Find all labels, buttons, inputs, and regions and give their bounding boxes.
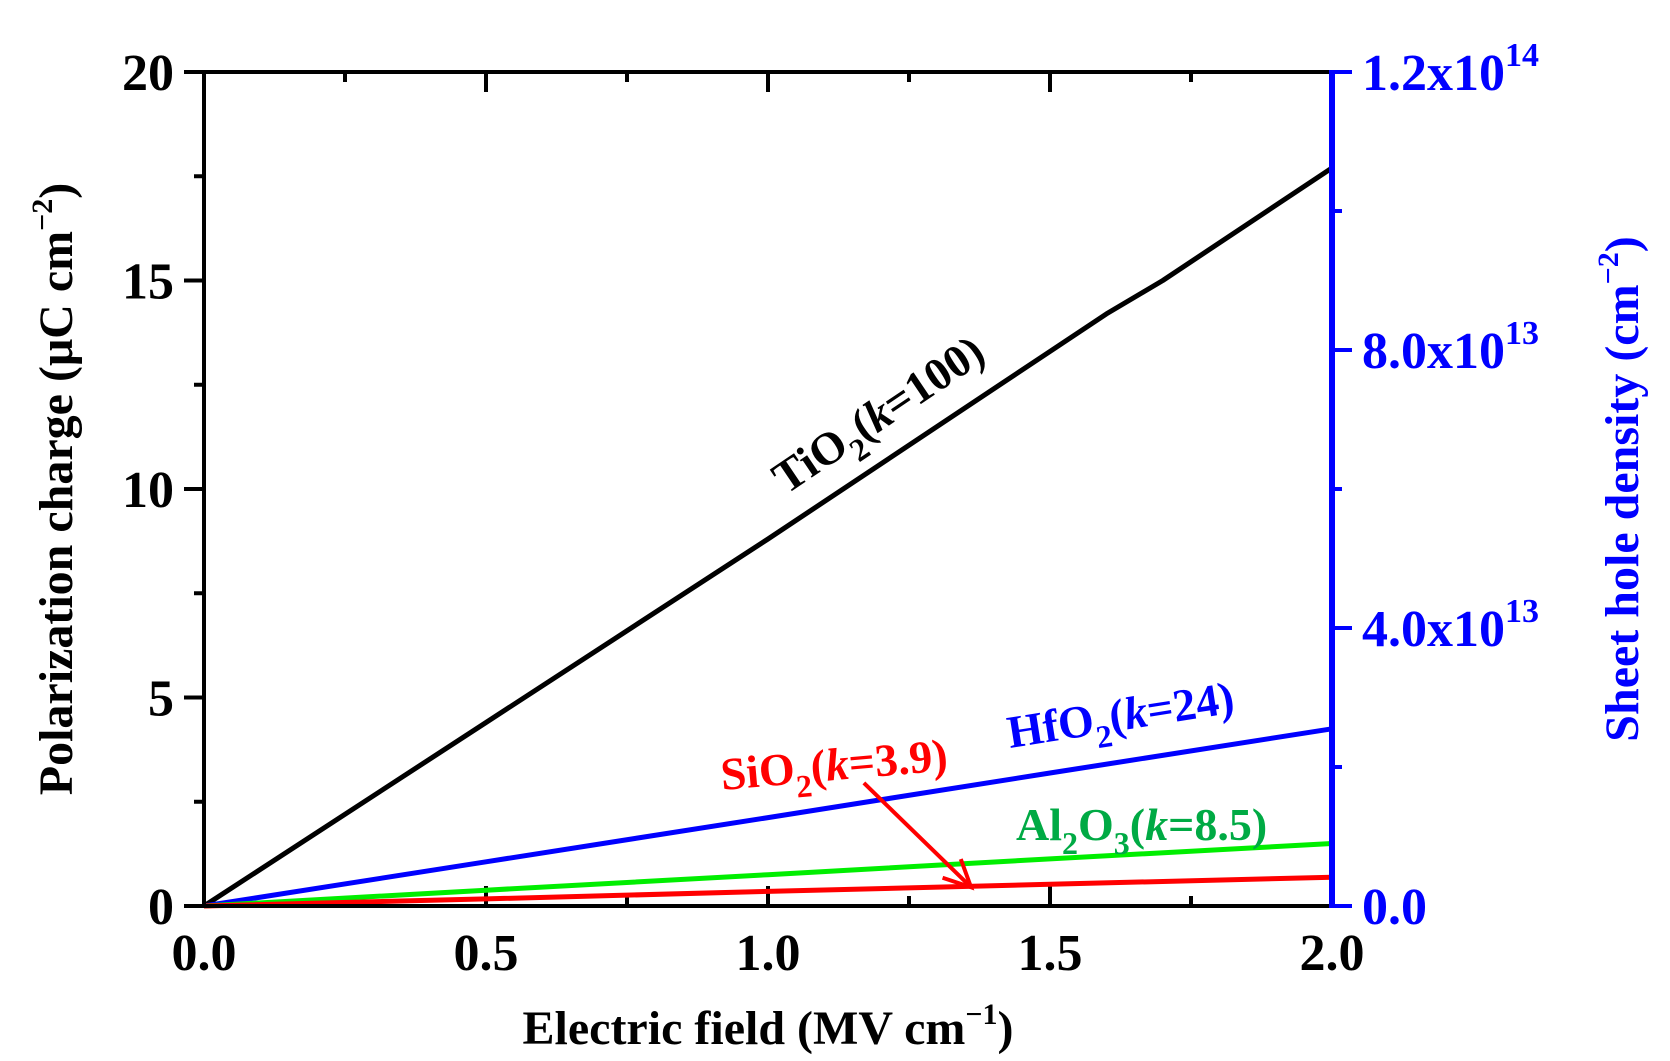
annotation-arrow-head [941, 858, 975, 891]
series-line-al2o3-k-8-5 [203, 841, 1333, 909]
left-y-tick-label: 5 [148, 671, 174, 728]
series-lines [202, 165, 1334, 909]
tick-exponent: 13 [1505, 593, 1539, 630]
x-axis-title: Electric field (MV cm−1) [522, 998, 1013, 1055]
right-y-tick-label: 1.2x1014 [1362, 37, 1539, 102]
left-y-tick-label: 15 [122, 254, 174, 311]
x-tick-label: 2.0 [1300, 925, 1365, 982]
series-label-sio2-k-3-9: SiO2(k=3.9) [718, 729, 950, 811]
right-y-tick-label: 0.0 [1362, 879, 1427, 936]
x-tick-label: 0.0 [172, 925, 237, 982]
x-tick-label: 1.5 [1018, 925, 1083, 982]
left-y-tick-label: 0 [148, 879, 174, 936]
annotation-arrow-group [862, 781, 975, 891]
series-label-hfo2-k-24: HfO2(k=24) [1004, 672, 1240, 769]
right-y-tick-label: 4.0x1013 [1362, 593, 1539, 658]
series-label-tio2-k-100: TiO2(k=100) [763, 325, 999, 512]
left-y-tick-label: 10 [122, 462, 174, 519]
tick-mantissa: 4.0x10 [1362, 601, 1505, 658]
left-y-tick-label: 20 [122, 45, 174, 102]
x-tick-labels: 0.0 0.5 1.0 1.5 2.0 [172, 925, 1365, 982]
tick-exponent: 14 [1505, 37, 1539, 74]
series-line-sio2-k-3-9 [203, 874, 1333, 909]
x-tick-label: 1.0 [736, 925, 801, 982]
right-y-axis-title: Sheet hole density (cm−2) [1592, 236, 1649, 741]
series-line-hfo2-k-24 [203, 726, 1333, 909]
series-line-tio2-k-100 [202, 165, 1334, 909]
left-y-tick-labels: 0 5 10 15 20 [122, 45, 174, 936]
tick-mantissa: 0.0 [1362, 879, 1427, 936]
tick-exponent: 13 [1505, 315, 1539, 352]
x-tick-label: 0.5 [454, 925, 519, 982]
right-y-tick-label: 8.0x1013 [1362, 315, 1539, 380]
left-y-axis-title: Polarization charge (μC cm−2) [26, 183, 83, 795]
annotation-arrow-shaft [862, 781, 973, 889]
tick-mantissa: 8.0x10 [1362, 323, 1505, 380]
series-label-al2o3-k-8-5: Al2O3(k=8.5) [1016, 799, 1267, 861]
tick-mantissa: 1.2x10 [1362, 45, 1505, 102]
